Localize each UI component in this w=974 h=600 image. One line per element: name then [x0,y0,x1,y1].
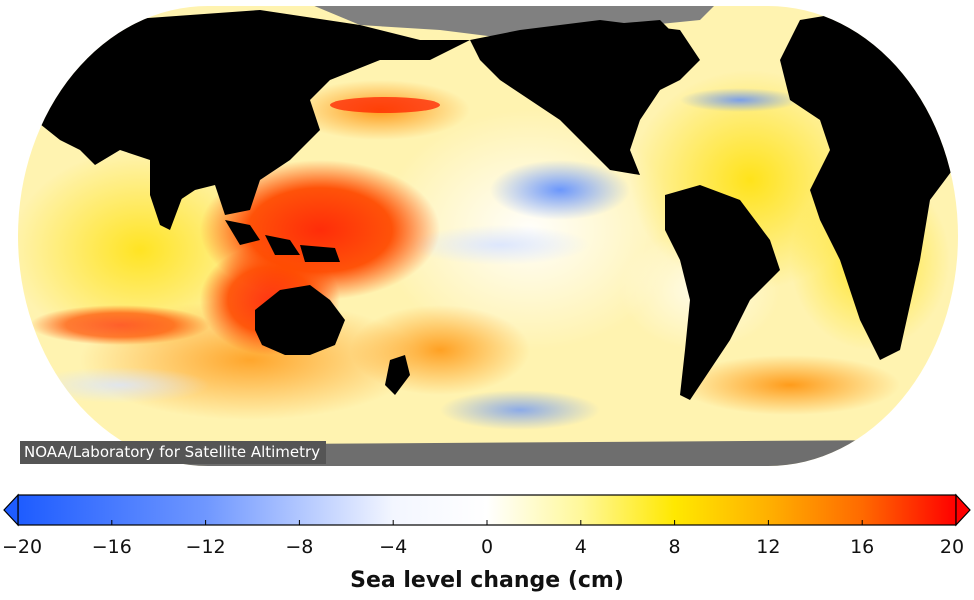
eurasia-landmass [35,10,470,215]
australia-landmass [255,285,345,355]
colorbar-tick-label: 20 [939,536,965,558]
colorbar-tick-label: −8 [285,536,314,558]
colorbar [3,493,971,527]
africa-landmass [780,10,958,360]
colorbar-tick-label: 4 [574,536,587,558]
colorbar-tick-label: 16 [850,536,875,558]
colorbar-tick-label: −12 [185,536,226,558]
world-map-graphic [18,6,958,466]
new-zealand [385,355,410,395]
colorbar-title: Sea level change (cm) [350,568,624,593]
colorbar-tick-label: −16 [91,536,132,558]
colorbar-tick-label: −4 [379,536,408,558]
indian-subcontinent [150,160,185,230]
colorbar-tick-label: 0 [480,536,494,558]
colorbar-tick-label: −20 [1,536,43,558]
colorbar-right-arrow [955,493,971,527]
north-ice [300,6,720,40]
colorbar-left-arrow [3,493,19,527]
credit-label: NOAA/Laboratory for Satellite Altimetry [20,441,327,464]
north-america-landmass [470,20,700,175]
colorbar-tick-label: 12 [756,536,781,558]
sea-level-map: NOAA/Laboratory for Satellite Altimetry [18,6,958,466]
colorbar-tick-label: 8 [668,536,681,558]
greenland [600,20,680,55]
south-america-landmass [665,185,780,400]
southeast-asia-islands [225,220,340,262]
